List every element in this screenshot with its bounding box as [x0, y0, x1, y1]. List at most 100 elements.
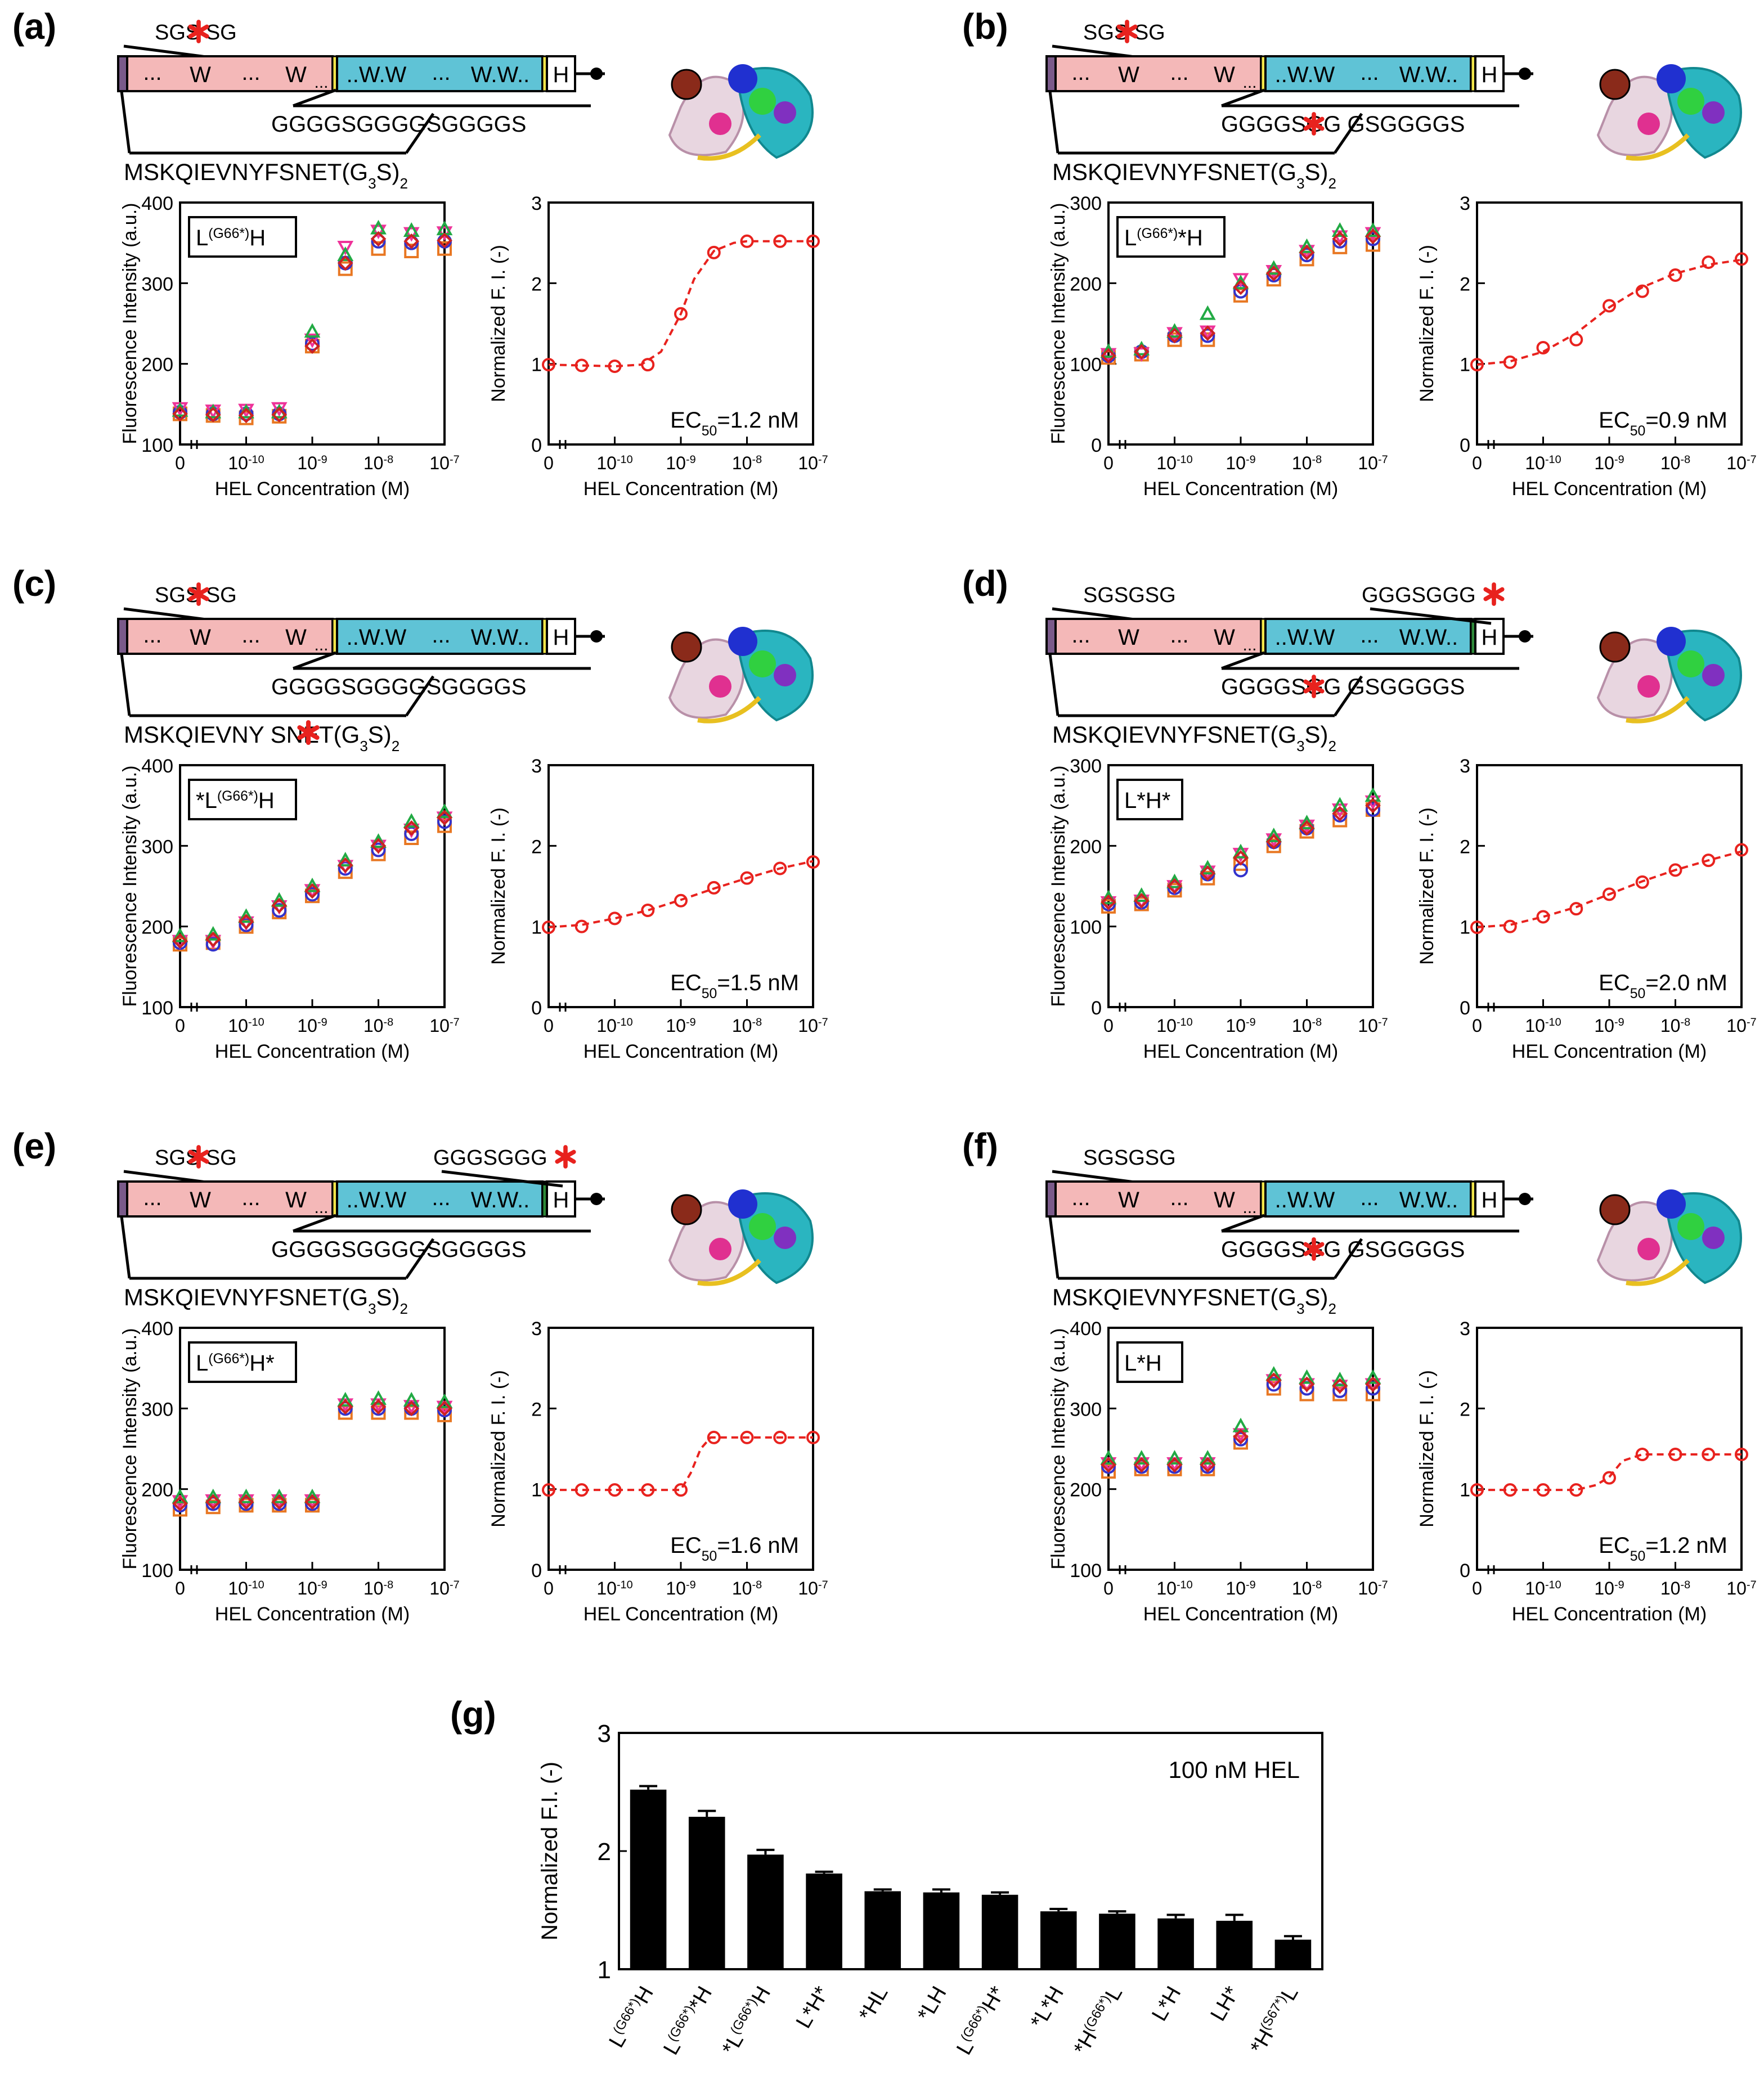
normalized-chart-xtick-label-part: -9 [686, 1016, 696, 1028]
data-point-diamond [1265, 266, 1282, 281]
heavy-chain-dots: ... [1360, 1185, 1379, 1210]
heavy-chain-w: ..W.W [1275, 62, 1335, 87]
heavy-chain-dots: ... [1360, 623, 1379, 648]
data-point-triangle-up [1166, 1450, 1183, 1465]
n-term-sequence-label-part: S) [1305, 721, 1328, 748]
normalized-data-point [1668, 268, 1682, 282]
fluorescence-chart-xtick-label-part: 10 [297, 1016, 317, 1036]
normalized-data-point [1569, 902, 1583, 916]
normalized-chart-xtick-label-part: 10 [732, 453, 752, 473]
bar-category-label: *L*H [1026, 1983, 1069, 2033]
ec50-label-part: EC [670, 408, 702, 433]
bar-category-label-part: (G66*) [958, 2003, 990, 2044]
light-chain-w: W [285, 625, 307, 650]
bottom-linker-line [293, 651, 336, 670]
his-tag-label: H [1482, 1188, 1498, 1212]
data-point-diamond [370, 1399, 387, 1415]
his-tag-label: H [1482, 62, 1498, 87]
data-point-diamond [1200, 865, 1216, 881]
n-term-sequence-label-part: 2 [1328, 738, 1336, 754]
data-point-triangle-up [1100, 1450, 1117, 1465]
light-chain-dots: ... [1242, 636, 1256, 654]
normalized-chart-xtick-label-part: -8 [752, 1579, 762, 1591]
fluorescence-chart-xlabel: HEL Concentration (M) [1143, 1604, 1338, 1625]
normalized-chart-xtick-label-part: 10 [666, 1016, 686, 1036]
normalized-chart-xtick-label-part: -7 [1747, 1016, 1757, 1028]
fluorescence-chart-xtick-label-part: 10 [363, 1578, 384, 1598]
n-term-line [1333, 1238, 1363, 1279]
normalized-data-point [1603, 299, 1616, 313]
light-chain-dots: ... [1071, 1185, 1090, 1210]
light-chain-w: W [1214, 625, 1235, 650]
normalized-data-point [1735, 1448, 1748, 1462]
normalized-chart-xtick-label-part: 10 [1525, 1578, 1545, 1598]
data-point-triangle-up [1364, 222, 1381, 237]
bottom-linker-star [1303, 1237, 1325, 1261]
n-term-sequence-label-part: S) [376, 159, 400, 185]
normalized-data-point [707, 245, 721, 259]
normalized-chart-ytick-label: 1 [1460, 917, 1470, 938]
normalized-chart-xtick-label: 10-9 [1594, 453, 1624, 473]
normalized-chart-xtick-label: 10-7 [798, 1578, 828, 1598]
fluorescence-chart-xtick-label-part: 10 [297, 1578, 317, 1598]
bar [688, 1817, 725, 1969]
normalized-data-point [1702, 854, 1716, 868]
normalized-chart-xtick-label: 0 [544, 1016, 554, 1036]
data-point-diamond [1299, 820, 1315, 836]
normalized-chart-ytick-label: 1 [531, 354, 542, 376]
heavy-chain-w: W.W.. [1399, 62, 1458, 87]
normalized-chart-ytick-label: 2 [531, 1399, 542, 1420]
n-terminal-tag [1045, 55, 1057, 92]
fluorescence-chart-ytick-label: 400 [141, 193, 173, 214]
protein-pink-residues [1637, 1238, 1660, 1260]
normalized-chart-xtick-label: 0 [1472, 453, 1482, 473]
normalized-chart-xtick-label-part: 10 [798, 1578, 818, 1598]
data-point-circle [371, 842, 386, 857]
panel-b: SGS SG H... W... W... ..W.W... W.W.. GGGGSGG G… [1045, 20, 1757, 500]
fluorescence-chart-xtick-label: 10-9 [297, 453, 327, 473]
data-point-triangle-up [1299, 238, 1315, 253]
data-point-triangle-up [403, 1391, 420, 1407]
data-point-diamond [172, 406, 188, 422]
protein-label-sphere [1599, 631, 1631, 663]
normalized-chart-xtick-label-part: -8 [1680, 1016, 1690, 1028]
data-point-diamond [271, 897, 288, 914]
normalized-chart-xtick-label-part: 10 [666, 1578, 686, 1598]
data-point-triangle-down [271, 402, 288, 417]
bottom-linker-label-part: GSGGGGS [1347, 675, 1465, 699]
bar-category-label-part: (S67*) [1258, 1992, 1289, 2032]
ec50-label-part: =0.9 nM [1645, 408, 1727, 433]
data-point-diamond [1166, 878, 1183, 894]
bottom-linker-label: GGGGSGG GSGGGGS [1221, 112, 1465, 137]
data-point-square [1299, 1386, 1314, 1402]
data-point-triangle-up [1265, 260, 1282, 275]
normalized-data-point [1470, 358, 1484, 372]
data-point-diamond [337, 255, 353, 271]
protein-green-residues [1677, 88, 1704, 115]
fluorescence-chart-xtick-label: 10-10 [228, 1016, 264, 1036]
construct-legend-label-part: L [1124, 226, 1137, 250]
bar-category-label: *H(G66*)L [1069, 1982, 1128, 2059]
bar [747, 1854, 784, 1969]
top-linker-label-part: SGS [155, 21, 200, 44]
normalized-data-point [707, 881, 721, 895]
ec50-label-part: =1.6 nM [717, 1533, 799, 1558]
panel-label-d: (d) [962, 563, 1008, 604]
normalized-chart-xtick-label-part: -9 [686, 453, 696, 466]
construct-legend-label: *L(G66*)H [196, 788, 275, 813]
data-point-circle [1266, 1377, 1281, 1392]
protein-purple-residues [1702, 1227, 1725, 1249]
data-point-triangle-up [1299, 815, 1315, 829]
data-point-triangle-up [1364, 1369, 1381, 1384]
fluorescence-chart-ytick-label: 300 [1070, 193, 1102, 214]
data-point-diamond [1233, 850, 1249, 866]
fluorescence-chart-ytick-label: 400 [1070, 1318, 1102, 1340]
data-point-diamond [1365, 228, 1381, 245]
construct-legend-label-part: *H [1178, 226, 1202, 250]
panel-label-b: (b) [962, 6, 1008, 47]
data-point-diamond [304, 338, 320, 354]
normalized-data-point [1503, 1483, 1517, 1497]
construct-legend-label-part: (G66*) [208, 226, 249, 241]
normalized-data-point [574, 919, 589, 933]
